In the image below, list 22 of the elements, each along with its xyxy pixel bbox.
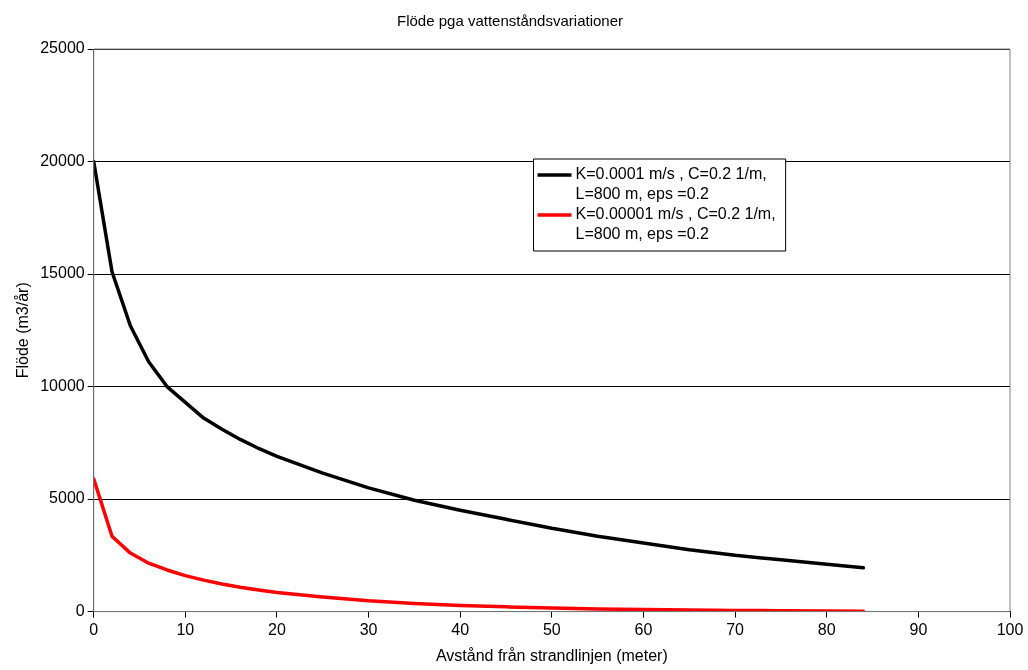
x-tick-label: 90 — [909, 620, 928, 638]
x-tick-label: 70 — [726, 620, 745, 638]
x-tick-label: 20 — [268, 620, 286, 638]
legend-label: K=0.0001 m/s , C=0.2 1/m, L=800 m, eps =0.2 — [575, 165, 767, 203]
x-tick-label: 30 — [359, 620, 378, 638]
x-tick-label: 40 — [451, 620, 470, 638]
x-axis-title: Avstånd från strandlinjen (meter) — [435, 646, 668, 664]
y-tick-label: 25000 — [40, 39, 85, 57]
x-tick-label: 0 — [89, 620, 99, 638]
y-tick-label: 5000 — [49, 489, 85, 507]
y-tick-label: 15000 — [40, 264, 85, 282]
chart-title: Flöde pga vattenståndsvariationer — [397, 12, 623, 30]
x-tick-label: 100 — [996, 620, 1024, 638]
y-tick-label: 20000 — [40, 151, 85, 169]
y-tick-label: 10000 — [40, 376, 85, 394]
x-tick-label: 60 — [634, 620, 653, 638]
y-tick-label: 0 — [75, 602, 85, 620]
x-tick-label: 10 — [176, 620, 195, 638]
x-tick-label: 80 — [817, 620, 836, 638]
y-axis-title: Flöde (m3/år) — [14, 282, 32, 379]
legend-label: K=0.00001 m/s , C=0.2 1/m, L=800 m, eps =0.2 — [575, 205, 776, 243]
x-tick-label: 50 — [542, 620, 561, 638]
